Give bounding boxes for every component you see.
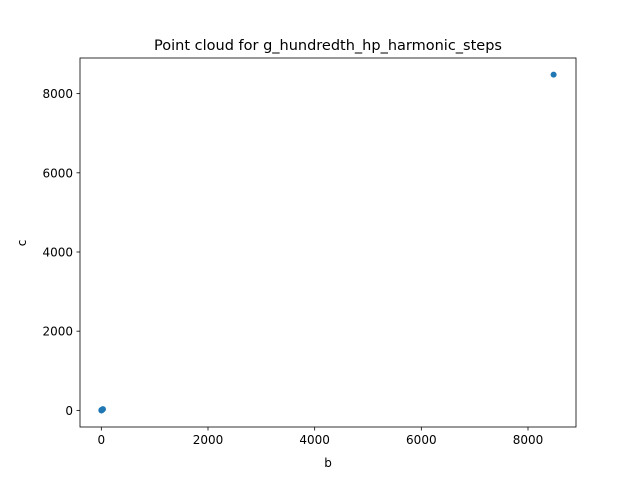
x-tick-label: 4000 [299, 433, 330, 447]
x-tick-label: 8000 [513, 433, 544, 447]
y-tick-label: 4000 [42, 246, 73, 260]
y-tick-label: 2000 [42, 325, 73, 339]
data-point [99, 406, 106, 413]
x-tick-label: 6000 [406, 433, 437, 447]
x-tick-label: 0 [98, 433, 106, 447]
y-axis-label: c [15, 240, 29, 247]
x-axis-label: b [324, 456, 332, 470]
x-tick-label: 2000 [193, 433, 224, 447]
plot-frame [79, 57, 577, 428]
y-axis: 0 2000 4000 6000 8000 [42, 87, 80, 418]
y-tick-label: 8000 [42, 87, 73, 101]
data-point [550, 71, 557, 78]
x-axis: 0 2000 4000 6000 8000 [98, 427, 544, 447]
y-tick-label: 6000 [42, 166, 73, 180]
chart-title: Point cloud for g_hundredth_hp_harmonic_… [154, 38, 502, 54]
data-points [98, 71, 557, 414]
y-tick-label: 0 [65, 404, 73, 418]
plot-area [79, 57, 577, 428]
